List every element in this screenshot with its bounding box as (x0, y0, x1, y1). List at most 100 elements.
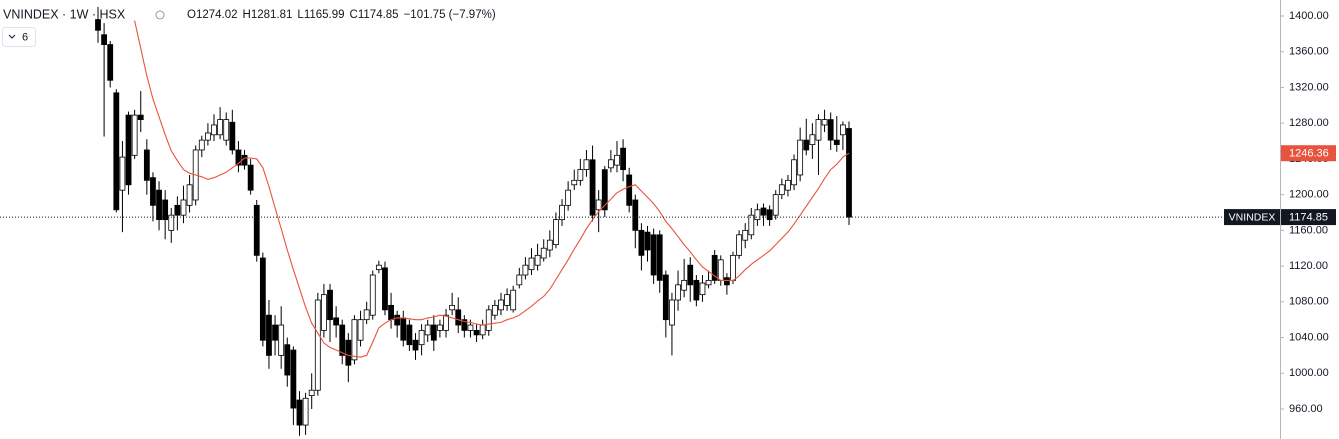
candle-down (333, 317, 340, 326)
y-tick-label: 1280.00 (1289, 117, 1329, 129)
ohlc-legend: O1274.02 H1281.81 L1165.99 C1174.85 −101.75 … (187, 9, 496, 21)
ohlc-value: 1165.99 (304, 9, 345, 21)
candle-up (369, 274, 376, 316)
candle-down (259, 257, 266, 341)
candle-down (247, 164, 254, 191)
candle-up (785, 179, 791, 191)
candle-down (400, 317, 407, 341)
candle-up (699, 282, 706, 296)
candle-up (607, 159, 614, 169)
candle-down (345, 339, 352, 366)
candle-up (839, 124, 846, 136)
candle-down (235, 149, 242, 166)
candle-up (791, 159, 797, 186)
ohlc-label: C (350, 9, 358, 21)
candle-up (467, 324, 474, 331)
candle-up (748, 214, 755, 236)
candle-down (846, 128, 852, 218)
candle-up (504, 294, 510, 306)
candle-up (205, 132, 211, 141)
candle-up (491, 304, 498, 316)
candle-up (186, 184, 193, 206)
candle-up (736, 234, 742, 256)
candle-down (137, 114, 144, 120)
candle-up (308, 389, 315, 396)
candle-up (321, 294, 327, 331)
candle-down (455, 309, 462, 326)
candle-down (687, 264, 694, 286)
candle-up (571, 179, 578, 186)
y-tick-label: 1200.00 (1289, 189, 1329, 201)
candle-up (211, 124, 217, 136)
y-tick-label: 1000.00 (1289, 367, 1329, 379)
candle-up (553, 219, 559, 246)
candle-down (626, 174, 633, 206)
candle-down (723, 277, 730, 286)
candle-down (656, 234, 663, 281)
candle-up (534, 254, 541, 266)
candle-down (473, 329, 480, 336)
candle-up (510, 289, 517, 311)
candle-down (711, 254, 718, 281)
candle-down (253, 204, 260, 256)
candle-down (620, 147, 626, 171)
candle-up (375, 264, 382, 271)
candle-up (669, 299, 675, 326)
candle-up (821, 119, 828, 126)
candle-down (143, 149, 150, 181)
candle-down (125, 114, 132, 186)
candle-up (198, 139, 205, 151)
candle-down (827, 119, 834, 141)
y-tick-label: 960.00 (1289, 403, 1323, 415)
candle-up (443, 314, 449, 331)
symbol-tag (1224, 209, 1280, 226)
candle-up (577, 169, 584, 181)
candle-up (772, 194, 779, 216)
moving-average-line (134, 20, 850, 358)
candle-down (760, 207, 767, 216)
candle-up (437, 324, 443, 331)
candle-up (168, 214, 175, 231)
y-tick-label: 1040.00 (1289, 331, 1329, 343)
ohlc-value: 1174.85 (358, 9, 399, 21)
candle-up (717, 259, 724, 281)
candle-up (754, 209, 761, 221)
ohlc-label: L (297, 9, 304, 21)
symbol-title: VNINDEX · 1W · HSX (3, 7, 126, 21)
candle-up (797, 139, 804, 176)
candle-down (156, 189, 162, 221)
candle-up (540, 247, 547, 259)
candle-down (284, 344, 291, 376)
ma-price-label: 1246.36 (1289, 148, 1329, 160)
candle-down (95, 19, 101, 31)
candle-down (272, 324, 278, 341)
y-tick-label: 1160.00 (1289, 224, 1328, 236)
chevron-icon (8, 34, 16, 39)
ma-price-tag (1281, 145, 1336, 162)
candle-down (229, 121, 236, 151)
candle-up (302, 397, 309, 426)
candle-down (430, 324, 437, 341)
candle-up (778, 184, 785, 196)
candle-up (119, 156, 126, 191)
candle-up (418, 329, 425, 346)
candle-down (461, 319, 468, 331)
visibility-icon[interactable] (155, 10, 165, 20)
candle-up (809, 134, 816, 146)
candle-up (479, 324, 486, 336)
indicator-count: 6 (22, 31, 28, 43)
candle-down (406, 324, 413, 346)
candle-up (583, 159, 590, 171)
candle-down (412, 339, 419, 351)
candle-up (565, 189, 572, 206)
candle-up (223, 119, 230, 141)
candle-down (803, 139, 810, 151)
candle-down (101, 34, 108, 45)
candle-up (485, 309, 492, 331)
indicator-toggle[interactable] (2, 27, 36, 47)
candle-up (528, 257, 535, 271)
symbol-tag-label: VNINDEX (1229, 211, 1276, 223)
last-price-tag (1281, 209, 1336, 226)
candle-down (174, 204, 181, 216)
